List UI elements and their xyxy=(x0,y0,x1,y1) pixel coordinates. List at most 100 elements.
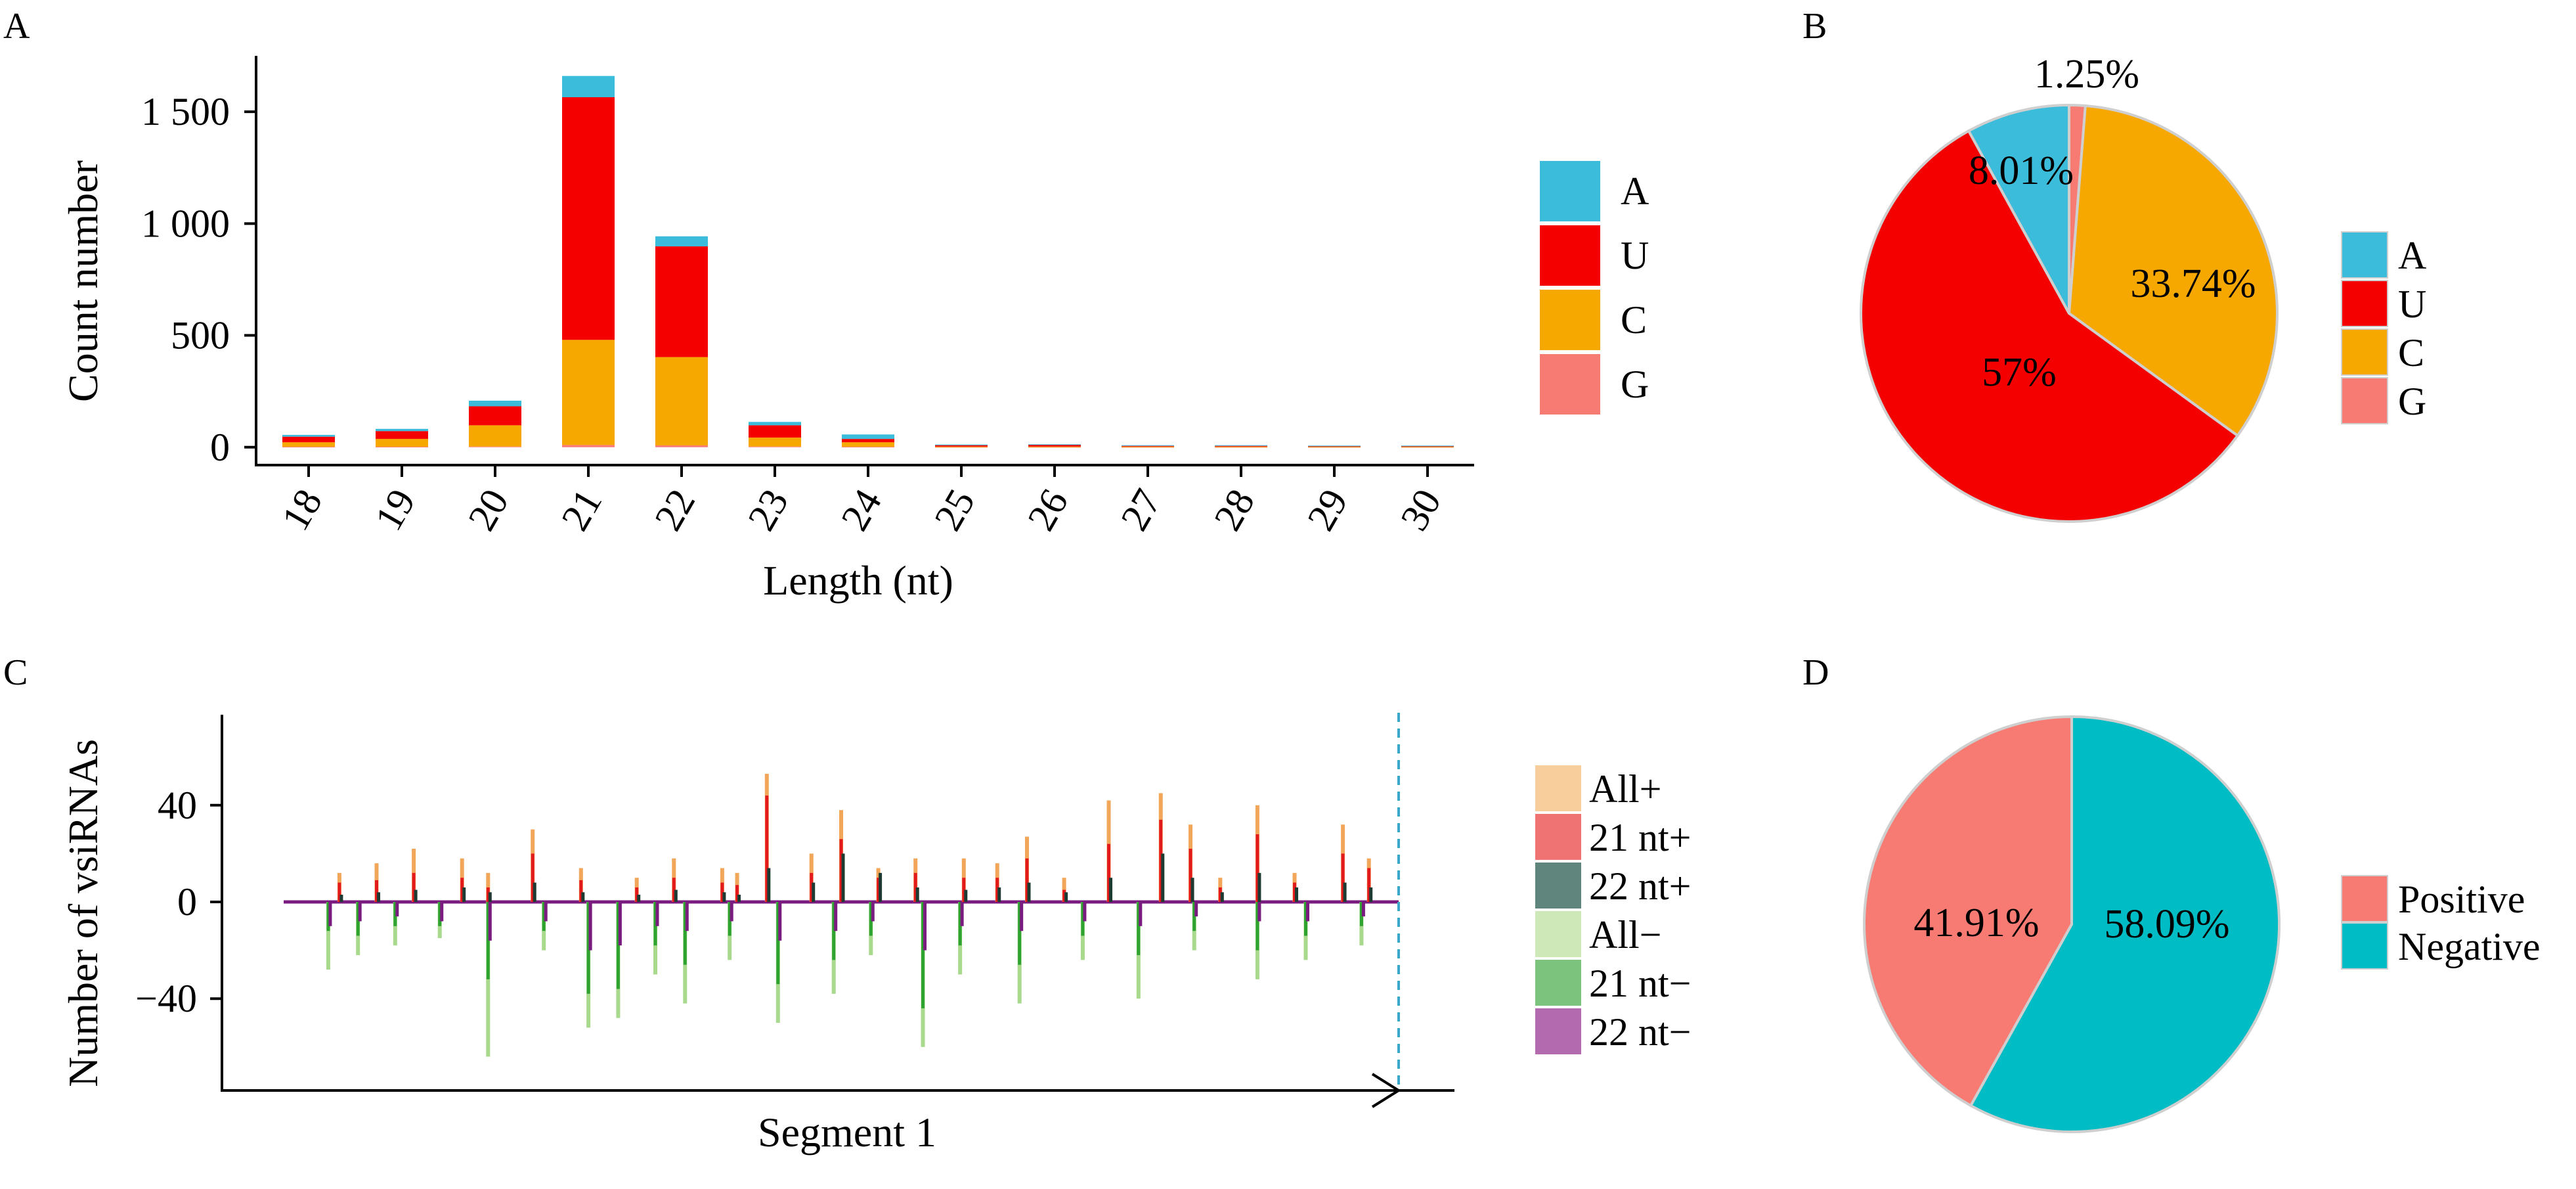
panel-c-bar-22nt-minus xyxy=(440,902,444,922)
panel-a-bar-G-21 xyxy=(562,445,615,447)
panel-b-slice-a xyxy=(1967,103,2070,314)
panel-c-bar-21nt-plus xyxy=(375,880,378,902)
panel-c-bar-22nt-plus xyxy=(879,872,883,902)
panel-c-bar-22nt-minus xyxy=(730,902,733,922)
panel-b-slice-u xyxy=(1860,129,2240,523)
panel-a-x-ticks: 18 19 20 21 22 23 24 25 26 27 28 29 30 xyxy=(273,465,1449,537)
panel-a-bars xyxy=(282,76,1454,448)
panel-a-bar-A-22 xyxy=(655,236,708,247)
panel-a-bar-A-20 xyxy=(469,400,521,407)
panel-c-bar-22nt-minus xyxy=(588,902,592,951)
panel-d-legend-label-positive: Positive xyxy=(2398,878,2525,921)
panel-a-legend-label-A: A xyxy=(1621,169,1649,213)
panel-b-letter: B xyxy=(1802,6,1827,47)
panel-c-vsirna-distribution-chart: C Number of vsiRNAs Segment 1 −40 0 40 All… xyxy=(3,652,1692,1155)
panel-c-legend-swatch xyxy=(1535,765,1581,811)
panel-c-bar-22nt-plus xyxy=(1369,887,1373,902)
panel-c-bar-21nt-plus xyxy=(810,872,814,902)
panel-a-bar-U-18 xyxy=(282,436,335,443)
panel-c-bar-22nt-plus xyxy=(462,887,466,902)
panel-a-bar-A-23 xyxy=(749,422,801,426)
panel-c-bar-21nt-minus xyxy=(683,902,687,965)
panel-a-letter: A xyxy=(3,6,30,47)
panel-a-x-tick-label: 30 xyxy=(1392,482,1449,538)
panel-c-bar-22nt-minus xyxy=(923,902,927,951)
panel-b-value-label: 57% xyxy=(1982,350,2057,395)
panel-c-bar-21nt-minus xyxy=(438,902,442,926)
panel-c-bar-21nt-minus xyxy=(776,902,780,985)
panel-c-legend-swatch xyxy=(1535,863,1581,909)
panel-c-bar-21nt-minus xyxy=(832,902,836,960)
panel-c-bar-22nt-plus xyxy=(1343,882,1347,902)
panel-c-bar-21nt-minus xyxy=(616,902,620,989)
panel-c-bar-21nt-plus xyxy=(995,878,999,902)
panel-c-bar-21nt-minus xyxy=(869,902,873,936)
panel-a-legend-swatch-G xyxy=(1540,354,1600,415)
panel-b-legend-label-U: U xyxy=(2398,282,2426,326)
panel-a-bar-A-28 xyxy=(1215,445,1267,446)
panel-c-bar-22nt-minus xyxy=(358,902,362,922)
panel-a-bar-U-23 xyxy=(749,425,801,438)
panel-c-bar-22nt-minus xyxy=(1361,902,1365,917)
panel-c-bar-22nt-minus xyxy=(1139,902,1143,926)
panel-c-legend-label: 22 nt− xyxy=(1589,1010,1692,1054)
panel-c-bar-21nt-plus xyxy=(579,880,583,902)
panel-c-bars xyxy=(284,713,1400,1090)
panel-c-bar-22nt-plus xyxy=(1109,878,1113,902)
panel-a-bar-U-21 xyxy=(562,97,615,340)
panel-a-bar-U-24 xyxy=(842,439,894,443)
panel-c-bar-22nt-plus xyxy=(964,889,968,902)
panel-c-y-tick-label: −40 xyxy=(135,977,197,1020)
panel-c-bar-22nt-minus xyxy=(544,902,548,922)
panel-a-bar-C-22 xyxy=(655,357,708,446)
panel-b-value-labels: 1.25% 33.74% 57% 8.01% xyxy=(1969,52,2256,395)
panel-c-y-ticks: −40 0 40 xyxy=(135,784,222,1020)
panel-c-bar-21nt-minus xyxy=(1192,902,1196,931)
panel-c-bar-22nt-minus xyxy=(328,902,332,926)
panel-c-bar-22nt-minus xyxy=(1020,902,1024,931)
panel-c-bar-21nt-plus xyxy=(877,878,881,902)
panel-c-bar-22nt-plus xyxy=(841,853,845,902)
panel-c-bar-21nt-minus xyxy=(921,902,925,1008)
panel-c-bar-22nt-plus xyxy=(1064,892,1068,902)
panel-c-bar-21nt-minus xyxy=(393,902,397,926)
panel-c-bar-22nt-minus xyxy=(871,902,875,922)
panel-c-bar-22nt-minus xyxy=(685,902,689,931)
panel-c-bar-21nt-plus xyxy=(765,796,769,902)
panel-a-legend-label-G: G xyxy=(1621,363,1649,406)
panel-d-value-label: 41.91% xyxy=(1913,901,2039,945)
panel-c-bar-21nt-plus xyxy=(635,887,639,902)
panel-c-bar-22nt-plus xyxy=(1190,878,1194,902)
panel-b-legend-label-G: G xyxy=(2398,380,2426,423)
panel-a-x-tick-label: 19 xyxy=(366,482,424,538)
panel-a-y-tick-label: 500 xyxy=(171,314,230,357)
panel-a-bar-C-21 xyxy=(562,340,615,445)
panel-c-bar-21nt-plus xyxy=(412,872,416,902)
panel-a-x-tick-label: 24 xyxy=(833,482,890,538)
panel-c-bar-21nt-plus xyxy=(1255,834,1259,902)
panel-c-bar-21nt-plus xyxy=(486,887,490,902)
panel-c-bar-22nt-plus xyxy=(722,892,726,902)
panel-a-x-tick-label: 27 xyxy=(1112,482,1169,538)
panel-b-slice-c xyxy=(2067,104,2279,437)
panel-c-legend-swatch xyxy=(1535,1008,1581,1054)
panel-a-x-tick-label: 26 xyxy=(1019,482,1076,538)
panel-c-bar-22nt-minus xyxy=(778,902,782,941)
panel-c-bar-22nt-minus xyxy=(618,902,622,946)
panel-c-x-axis-title: Segment 1 xyxy=(758,1109,936,1155)
panel-a-y-ticks: 0 500 1 000 1 500 xyxy=(141,90,256,469)
panel-c-bar-21nt-plus xyxy=(1189,849,1192,902)
panel-c-bar-21nt-plus xyxy=(735,885,739,902)
panel-c-bar-21nt-plus xyxy=(1025,858,1029,902)
panel-a-bar-U-22 xyxy=(655,246,708,357)
panel-c-bar-22nt-minus xyxy=(834,902,838,931)
panel-c-legend-swatch xyxy=(1535,911,1581,957)
panel-a-y-tick-label: 1 000 xyxy=(141,202,230,245)
panel-d-value-label: 58.09% xyxy=(2104,902,2229,947)
panel-a-bar-C-20 xyxy=(469,425,521,447)
panel-a-x-tick-label: 29 xyxy=(1299,482,1356,538)
panel-c-bar-22nt-plus xyxy=(377,892,380,902)
panel-d-slice-positive xyxy=(1862,715,2073,1108)
panel-b-legend-label-A: A xyxy=(2398,234,2426,277)
panel-c-bar-22nt-minus xyxy=(1257,902,1261,922)
